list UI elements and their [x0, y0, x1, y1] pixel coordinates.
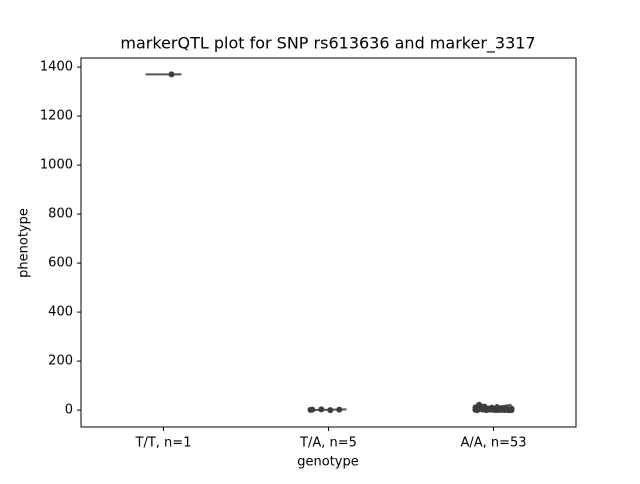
point — [327, 407, 334, 414]
point — [476, 406, 483, 413]
x-axis-label: genotype — [297, 455, 358, 470]
y-tick-label: 600 — [48, 256, 73, 271]
y-tick-label: 1400 — [40, 60, 73, 75]
y-tick-label: 400 — [48, 305, 73, 320]
point — [504, 406, 511, 413]
x-tick-label: T/T, n=1 — [135, 436, 192, 451]
y-tick-label: 200 — [48, 354, 73, 369]
x-tick-label: T/A, n=5 — [299, 436, 357, 451]
plot-frame — [80, 57, 577, 428]
y-tick-label: 800 — [48, 207, 73, 222]
point — [318, 406, 325, 413]
point — [168, 71, 175, 78]
point — [485, 405, 492, 412]
x-tick-label: A/A, n=53 — [460, 436, 526, 451]
y-tick-label: 0 — [65, 403, 73, 418]
chart-title: markerQTL plot for SNP rs613636 and mark… — [120, 34, 535, 54]
y-tick-label: 1200 — [40, 109, 73, 124]
point — [495, 406, 502, 413]
point — [336, 406, 343, 413]
y-axis-label: phenotype — [17, 208, 32, 278]
point — [309, 406, 316, 413]
y-tick-label: 1000 — [40, 158, 73, 173]
